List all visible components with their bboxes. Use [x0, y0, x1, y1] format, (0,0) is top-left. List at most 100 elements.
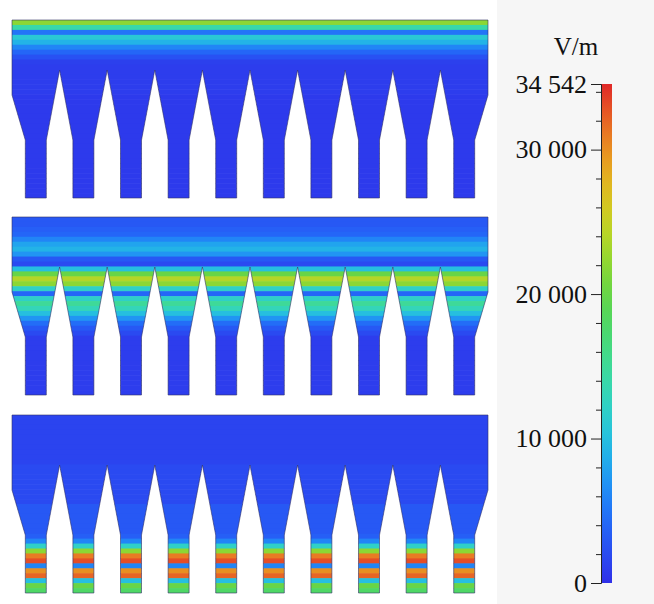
field-cell: [12, 60, 488, 66]
field-cell: [12, 360, 488, 366]
minor-tick-mark: [596, 92, 601, 93]
field-cell: [12, 568, 488, 574]
field-cell: [12, 79, 488, 85]
field-cell: [12, 445, 488, 451]
field-cell: [12, 336, 488, 342]
field-cell: [12, 351, 488, 357]
field-cell: [12, 84, 488, 90]
field-cell: [12, 237, 488, 243]
field-cell: [12, 50, 488, 56]
field-cell: [12, 529, 488, 535]
tick: 30 000: [516, 135, 602, 164]
minor-tick: [596, 207, 601, 208]
minor-tick: [596, 381, 601, 382]
field-cell: [12, 183, 488, 189]
minor-tick: [596, 496, 601, 497]
field-cell: [12, 25, 488, 31]
field-cell: [12, 291, 488, 297]
field-cell: [12, 385, 488, 391]
geometry-outline: [12, 415, 488, 593]
colorbar: [601, 84, 612, 583]
geometry-outline: [12, 20, 488, 198]
field-cell: [12, 247, 488, 253]
field-cell: [12, 281, 488, 287]
minor-tick: [596, 410, 601, 411]
field-cell: [12, 222, 488, 228]
field-cell: [12, 168, 488, 174]
field-cell: [12, 435, 488, 441]
field-cell: [12, 365, 488, 371]
minor-tick-mark: [596, 496, 601, 497]
field-cell: [12, 504, 488, 510]
field-cell: [12, 45, 488, 51]
field-cell: [12, 430, 488, 436]
field-cell: [12, 326, 488, 332]
colorbar-axis-line: [591, 85, 602, 584]
field-cell: [12, 158, 488, 164]
minor-tick-mark: [596, 525, 601, 526]
field-cell: [12, 563, 488, 569]
tick-label: 34 542: [516, 70, 588, 99]
colorbar-title: V/m: [554, 33, 599, 60]
field-cell: [12, 509, 488, 515]
colorbar-background: [497, 0, 654, 604]
field-cell: [12, 232, 488, 238]
minor-tick-mark: [596, 381, 601, 382]
field-cell: [12, 425, 488, 431]
minor-tick: [596, 265, 601, 266]
field-cell: [12, 460, 488, 466]
minor-tick-mark: [596, 265, 601, 266]
field-cell: [12, 341, 488, 347]
minor-tick: [596, 121, 601, 122]
field-cell: [12, 188, 488, 194]
field-cell: [12, 370, 488, 376]
field-cell: [12, 154, 488, 160]
field-cell: [12, 499, 488, 505]
tick: 10 000: [516, 424, 602, 453]
tick-mark: [591, 84, 601, 85]
minor-tick: [596, 352, 601, 353]
field-cell: [12, 420, 488, 426]
field-cell: [12, 74, 488, 80]
field-cell: [12, 479, 488, 485]
field-cell: [12, 30, 488, 36]
minor-tick-mark: [596, 554, 601, 555]
minor-tick: [596, 323, 601, 324]
field-cell: [12, 271, 488, 277]
field-cell: [12, 553, 488, 559]
minor-tick: [596, 554, 601, 555]
field-cell: [12, 40, 488, 46]
field-cell: [12, 524, 488, 530]
colorbar-axis: 010 00020 00030 00034 542: [516, 70, 602, 598]
minor-tick: [596, 467, 601, 468]
field-cell: [12, 316, 488, 322]
field-cell: [12, 129, 488, 135]
field-cell: [12, 94, 488, 100]
field-cell: [12, 252, 488, 258]
field-cell: [12, 65, 488, 71]
field-cell: [12, 262, 488, 268]
figure: 010 00020 00030 00034 542V/m: [0, 0, 654, 604]
tick-mark: [591, 294, 601, 295]
field-cell: [12, 276, 488, 282]
field-cell: [12, 109, 488, 115]
field-cell: [12, 514, 488, 520]
minor-tick-mark: [596, 467, 601, 468]
field-panel: [12, 415, 488, 594]
field-cell: [12, 534, 488, 540]
minor-tick: [596, 525, 601, 526]
field-cell: [12, 321, 488, 327]
field-cell: [12, 134, 488, 140]
minor-tick: [596, 179, 601, 180]
field-cell: [12, 583, 488, 589]
tick-mark: [591, 439, 601, 440]
tick-label: 0: [574, 569, 587, 598]
tick-label: 10 000: [516, 424, 588, 453]
field-cell: [12, 119, 488, 125]
field-cell: [12, 469, 488, 475]
field-cell: [12, 474, 488, 480]
field-cell: [12, 124, 488, 130]
field-cell: [12, 494, 488, 500]
field-cell: [12, 539, 488, 545]
tick-label: 30 000: [516, 135, 588, 164]
